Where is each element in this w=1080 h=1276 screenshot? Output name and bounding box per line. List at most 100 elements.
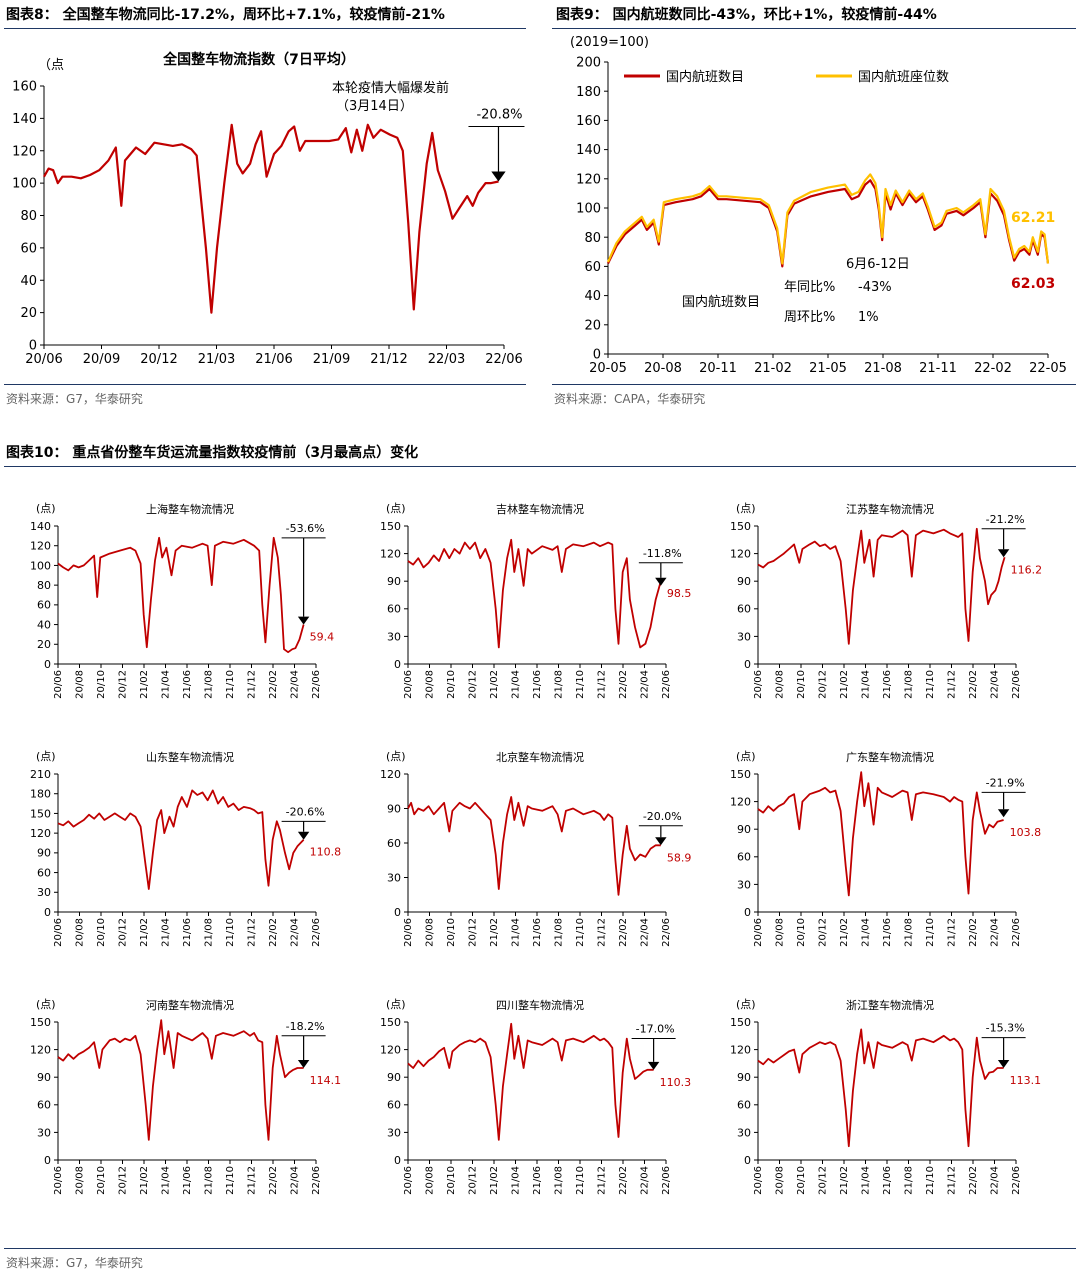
x-tick-label: 20/12 (468, 918, 479, 947)
y-tick-label: 120 (30, 540, 51, 553)
x-tick-label: 20/12 (118, 918, 129, 947)
x-tick-label: 20/10 (796, 918, 807, 947)
chart-title: 河南整车物流情况 (146, 998, 234, 1012)
y-tick-label: 90 (737, 575, 751, 588)
x-tick-label: 22/04 (640, 1166, 651, 1195)
figure10-source-rule (4, 1248, 1076, 1249)
y-tick-label: 120 (730, 547, 751, 560)
y-tick-label: 40 (584, 289, 601, 304)
x-tick-label: 20/08 (425, 670, 436, 699)
x-tick-label: 20/06 (403, 918, 414, 947)
change-arrow-head (297, 616, 310, 625)
x-tick-label: 21/04 (511, 918, 522, 947)
shandong-chart: 0 30 60 90 120 150 180 210 20/06 20/08 20/10 20/12 2… (30, 750, 342, 947)
change-arrow-head (997, 549, 1010, 558)
x-tick-label: 22/06 (661, 1166, 672, 1195)
series-line-0 (757, 771, 1004, 897)
change-arrow-head (297, 1060, 310, 1068)
x-tick-label: 21/06 (532, 1166, 543, 1195)
x-tick-label: 21/12 (947, 918, 958, 947)
y-tick-label: 0 (44, 1154, 51, 1167)
y-tick-label: 60 (737, 851, 751, 864)
y-tick-label: 0 (593, 348, 601, 363)
series-line-0 (607, 179, 1050, 268)
y-tick-label: 120 (730, 795, 751, 808)
x-tick-label: 20/12 (818, 670, 829, 699)
chart-title: 四川整车物流情况 (496, 998, 584, 1012)
series-line-0 (407, 1022, 654, 1141)
x-tick-label: 21/04 (161, 1166, 172, 1195)
domestic-flights-chart: 0 20 40 60 80 100 120 140 160 180 200 20-05 20-08 20-… (570, 35, 1067, 376)
y-tick-label: 80 (20, 209, 37, 224)
y-unit-label: (点) (36, 502, 56, 515)
x-tick-label: 20/12 (818, 1166, 829, 1195)
annotation-date: 6月6-12日 (846, 257, 910, 272)
series-line-0 (57, 536, 305, 654)
x-tick-label: 21/04 (161, 918, 172, 947)
x-tick-label: 20/06 (753, 1166, 764, 1195)
x-tick-label: 21/06 (882, 1166, 893, 1195)
y-unit-label: (2019=100) (570, 35, 649, 50)
x-tick-label: 20/12 (468, 1166, 479, 1195)
x-tick-label: 21/06 (882, 918, 893, 947)
figure10-source: 资料来源：G7，华泰研究 (6, 1256, 143, 1270)
change-label: -53.6% (286, 522, 325, 535)
x-tick-label: 20/06 (403, 1166, 414, 1195)
y-tick-label: 0 (744, 906, 751, 919)
change-arrow-head (997, 1060, 1010, 1068)
chart-title: 全国整车物流指数（7日平均） (162, 51, 355, 68)
end-value-label: 58.9 (667, 851, 692, 864)
y-tick-label: 90 (387, 575, 401, 588)
y-unit-label: (点) (36, 998, 56, 1011)
y-tick-label: 210 (30, 768, 51, 781)
y-tick-label: 150 (730, 1016, 751, 1029)
x-tick-label: 20/12 (468, 670, 479, 699)
x-tick-label: 22/02 (268, 1166, 279, 1195)
end-value-label: 110.8 (310, 846, 342, 859)
change-arrow-head (997, 809, 1010, 818)
y-tick-label: 0 (394, 658, 401, 671)
series-line-0 (757, 527, 1006, 645)
y-tick-label: 100 (576, 202, 601, 217)
x-tick-label: 21/06 (255, 352, 292, 367)
figure9-header: 图表9： 国内航班数同比-43%，环比+1%，较疫情前-44% (556, 7, 937, 23)
x-tick-label: 22/04 (640, 670, 651, 699)
x-tick-label: 22/06 (485, 352, 522, 367)
x-tick-label: 20/08 (775, 1166, 786, 1195)
x-tick-label: 20/06 (25, 352, 62, 367)
y-tick-label: 120 (730, 1043, 751, 1056)
x-tick-label: 22/02 (618, 918, 629, 947)
change-label: -20.8% (476, 107, 522, 122)
y-tick-label: 120 (380, 1043, 401, 1056)
x-tick-label: 22/03 (428, 352, 465, 367)
x-tick-label: 21/10 (225, 918, 236, 947)
y-tick-label: 0 (44, 906, 51, 919)
series-line-0 (757, 1028, 1004, 1148)
henan-chart: 0 30 60 90 120 150 20/06 20/08 20/10 20/12 21/02 21… (30, 998, 341, 1195)
figure8-header: 图表8： 全国整车物流同比-17.2%，周环比+7.1%，较疫情前-21% (6, 7, 445, 23)
y-tick-label: 90 (737, 823, 751, 836)
x-tick-label: 21/08 (554, 918, 565, 947)
y-unit-label: (点) (386, 998, 406, 1011)
change-arrow-head (491, 171, 506, 182)
x-tick-label: 20/08 (75, 670, 86, 699)
x-tick-label: 22/04 (990, 918, 1001, 947)
x-tick-label: 21/10 (925, 918, 936, 947)
end-value-label: 98.5 (667, 587, 692, 600)
y-tick-label: 100 (30, 559, 51, 572)
y-tick-label: 90 (37, 1071, 51, 1084)
y-tick-label: 30 (37, 1126, 51, 1139)
end-label-flights: 62.03 (1011, 276, 1055, 292)
sichuan-chart: 0 30 60 90 120 150 20/06 20/08 20/10 20/12 21/02 21… (380, 998, 691, 1195)
y-tick-label: 100 (12, 177, 37, 192)
x-tick-label: 21/02 (489, 670, 500, 699)
y-tick-label: 90 (387, 802, 401, 815)
guangdong-chart: 0 30 60 90 120 150 20/06 20/08 20/10 20/12 21/02 21… (730, 750, 1041, 947)
x-tick-label: 21/08 (204, 670, 215, 699)
x-tick-label: 20-05 (589, 361, 627, 376)
figure10-header-rule (4, 466, 1076, 467)
x-tick-label: 21/08 (204, 918, 215, 947)
y-tick-label: 160 (576, 114, 601, 129)
y-tick-label: 140 (576, 143, 601, 158)
y-unit-label: (点) (36, 750, 56, 763)
